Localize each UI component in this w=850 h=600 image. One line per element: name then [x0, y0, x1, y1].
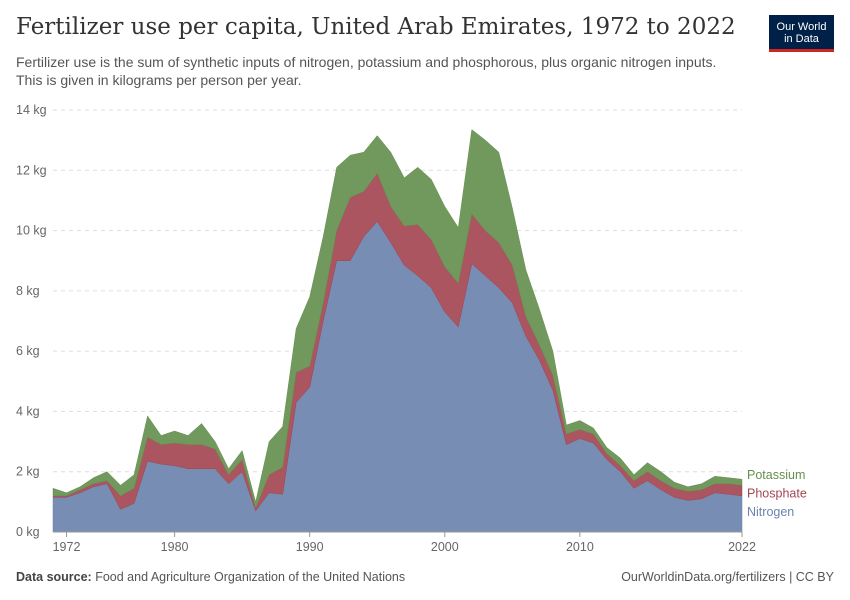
y-tick-label: 14 kg	[16, 103, 47, 117]
source-link[interactable]: OurWorldinData.org/fertilizers | CC BY	[621, 570, 834, 584]
area-potassium[interactable]	[52, 129, 743, 509]
legend-potassium[interactable]: Potassium	[747, 468, 805, 482]
y-tick-label: 6 kg	[16, 344, 40, 358]
x-tick-label: 2022	[728, 540, 756, 554]
x-tick-label: 2000	[431, 540, 459, 554]
y-tick-label: 0 kg	[16, 525, 40, 539]
y-tick-label: 12 kg	[16, 163, 47, 177]
chart-title: Fertilizer use per capita, United Arab E…	[16, 14, 736, 40]
y-tick-label: 4 kg	[16, 404, 40, 418]
legend-nitrogen[interactable]: Nitrogen	[747, 505, 794, 519]
x-tick-label: 1980	[161, 540, 189, 554]
data-source-label: Data source:	[16, 570, 92, 584]
logo-line-2: in Data	[784, 33, 819, 45]
x-tick-label: 2010	[566, 540, 594, 554]
owid-logo[interactable]: Our World in Data	[769, 15, 834, 52]
y-tick-label: 10 kg	[16, 224, 47, 238]
y-tick-label: 8 kg	[16, 284, 40, 298]
x-tick-label: 1990	[296, 540, 324, 554]
legend-phosphate[interactable]: Phosphate	[747, 487, 807, 501]
chart-subtitle: Fertilizer use is the sum of synthetic i…	[16, 54, 717, 88]
data-source-text: Food and Agriculture Organization of the…	[95, 570, 406, 584]
logo-line-1: Our World	[776, 21, 827, 33]
data-source: Data source: Food and Agriculture Organi…	[16, 570, 405, 584]
y-tick-label: 2 kg	[16, 465, 40, 479]
x-tick-label: 1972	[53, 540, 81, 554]
